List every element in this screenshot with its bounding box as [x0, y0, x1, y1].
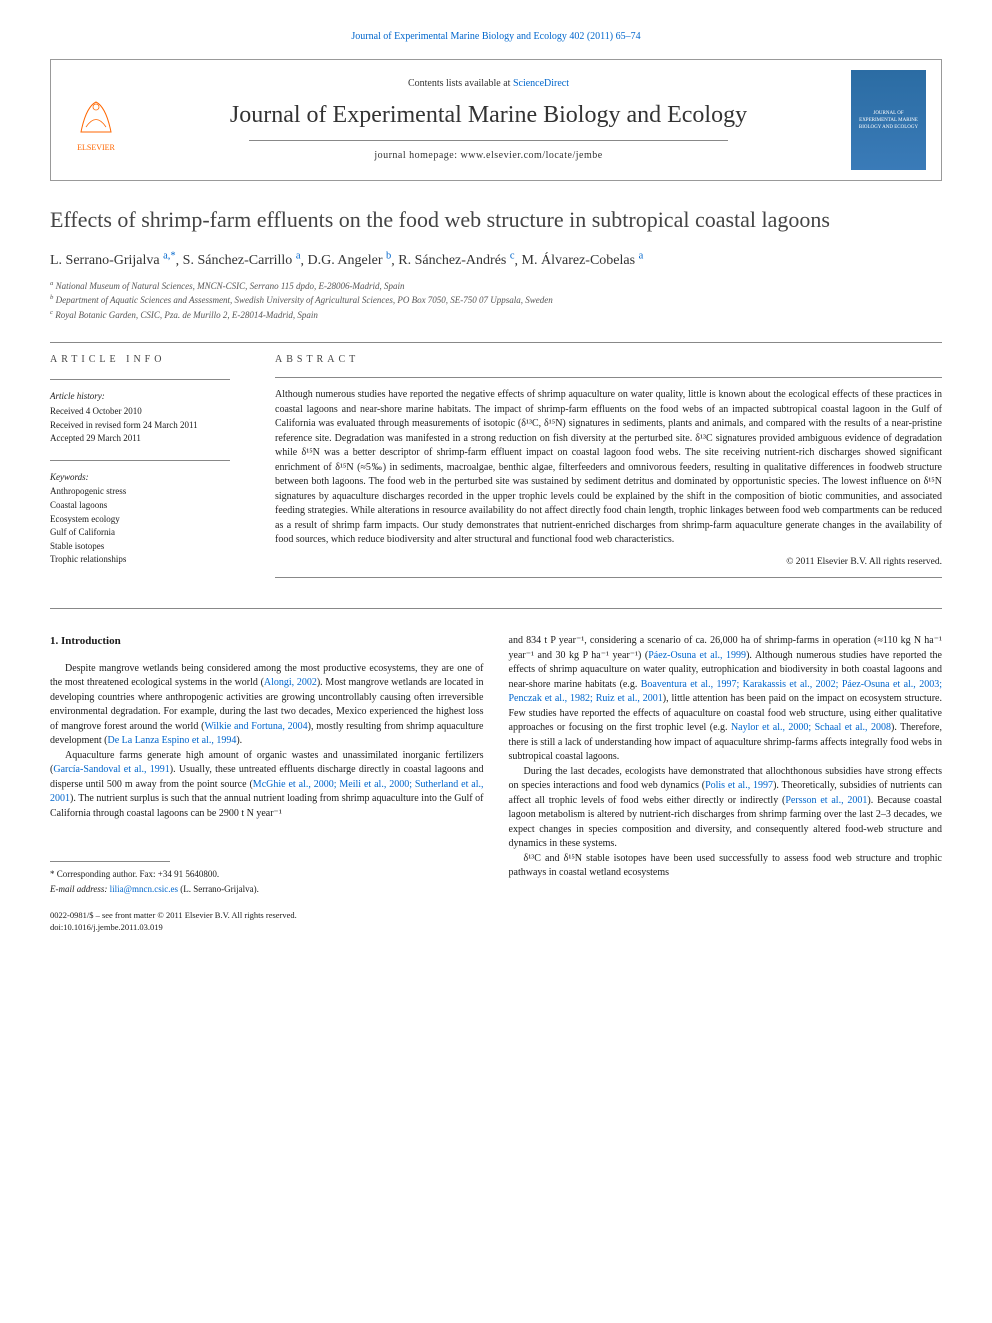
abstract-heading: ABSTRACT — [275, 353, 942, 367]
email-link[interactable]: lilia@mncn.csic.es — [110, 884, 178, 894]
doi-line: doi:10.1016/j.jembe.2011.03.019 — [50, 922, 484, 934]
citation-link[interactable]: Páez-Osuna et al., 1999 — [648, 650, 746, 661]
issn-line: 0022-0981/$ – see front matter © 2011 El… — [50, 910, 484, 922]
affiliation: c Royal Botanic Garden, CSIC, Pza. de Mu… — [50, 308, 942, 323]
elsevier-label: ELSEVIER — [77, 142, 115, 153]
abstract-text: Although numerous studies have reported … — [275, 388, 942, 548]
keyword: Coastal lagoons — [50, 499, 250, 512]
paragraph: Aquaculture farms generate high amount o… — [50, 749, 484, 822]
intro-heading: 1. Introduction — [50, 634, 484, 649]
article-info: ARTICLE INFO Article history: Received 4… — [50, 353, 250, 588]
intro-body: Despite mangrove wetlands being consider… — [50, 662, 484, 822]
email-label: E-mail address: — [50, 884, 107, 894]
citation-link[interactable]: Alongi, 2002 — [264, 677, 317, 688]
journal-citation: Journal of Experimental Marine Biology a… — [50, 30, 942, 44]
affiliation: a National Museum of Natural Sciences, M… — [50, 279, 942, 294]
authors-list: L. Serrano-Grijalva a,*, S. Sánchez-Carr… — [50, 250, 942, 271]
keyword: Trophic relationships — [50, 553, 250, 566]
info-abstract-row: ARTICLE INFO Article history: Received 4… — [50, 353, 942, 588]
author: L. Serrano-Grijalva a,* — [50, 253, 176, 268]
doi-block: 0022-0981/$ – see front matter © 2011 El… — [50, 910, 484, 934]
citation-link[interactable]: De La Lanza Espino et al., 1994 — [107, 735, 236, 746]
citation-link[interactable]: Naylor et al., 2000; Schaal et al., 2008 — [731, 722, 891, 733]
keyword: Stable isotopes — [50, 540, 250, 553]
elsevier-logo: ELSEVIER — [66, 85, 126, 155]
cover-text: JOURNAL OF EXPERIMENTAL MARINE BIOLOGY A… — [855, 110, 922, 131]
history-label: Article history: — [50, 390, 250, 403]
citation-link[interactable]: Persson et al., 2001 — [785, 795, 867, 806]
abstract: ABSTRACT Although numerous studies have … — [275, 353, 942, 588]
author: D.G. Angeler b — [307, 253, 391, 268]
keyword: Ecosystem ecology — [50, 513, 250, 526]
citation-link[interactable]: Journal of Experimental Marine Biology a… — [351, 31, 640, 42]
corresponding-author: * Corresponding author. Fax: +34 91 5640… — [50, 868, 484, 881]
keywords-label: Keywords: — [50, 471, 250, 484]
left-column: 1. Introduction Despite mangrove wetland… — [50, 634, 484, 934]
citation-link[interactable]: García-Sandoval et al., 1991 — [53, 764, 169, 775]
journal-header: ELSEVIER Contents lists available at Sci… — [50, 59, 942, 181]
right-column: and 834 t P year⁻¹, considering a scenar… — [509, 634, 943, 934]
article-info-heading: ARTICLE INFO — [50, 353, 250, 367]
article-history: Article history: Received 4 October 2010… — [50, 390, 250, 444]
keyword: Gulf of California — [50, 526, 250, 539]
paragraph: and 834 t P year⁻¹, considering a scenar… — [509, 634, 943, 765]
abstract-copyright: © 2011 Elsevier B.V. All rights reserved… — [275, 556, 942, 569]
history-item: Received in revised form 24 March 2011 — [50, 419, 250, 432]
email-line: E-mail address: lilia@mncn.csic.es (L. S… — [50, 883, 484, 896]
intro-body-cont: and 834 t P year⁻¹, considering a scenar… — [509, 634, 943, 881]
paragraph: Despite mangrove wetlands being consider… — [50, 662, 484, 749]
paragraph: δ¹³C and δ¹⁵N stable isotopes have been … — [509, 852, 943, 881]
journal-cover-thumbnail: JOURNAL OF EXPERIMENTAL MARINE BIOLOGY A… — [851, 70, 926, 170]
contents-prefix: Contents lists available at — [408, 78, 510, 89]
author: R. Sánchez-Andrés c — [398, 253, 514, 268]
journal-name: Journal of Experimental Marine Biology a… — [146, 99, 831, 133]
article-title: Effects of shrimp-farm effluents on the … — [50, 206, 942, 235]
citation-link[interactable]: Wilkie and Fortuna, 2004 — [204, 721, 307, 732]
sciencedirect-link[interactable]: ScienceDirect — [513, 78, 569, 89]
header-center: Contents lists available at ScienceDirec… — [126, 77, 851, 164]
history-item: Accepted 29 March 2011 — [50, 432, 250, 445]
contents-available: Contents lists available at ScienceDirec… — [146, 77, 831, 91]
keywords: Keywords: Anthropogenic stress Coastal l… — [50, 471, 250, 566]
paragraph: During the last decades, ecologists have… — [509, 765, 943, 852]
journal-homepage: journal homepage: www.elsevier.com/locat… — [146, 149, 831, 163]
author: M. Álvarez-Cobelas a — [522, 253, 644, 268]
email-author: (L. Serrano-Grijalva). — [180, 884, 259, 894]
affiliations: a National Museum of Natural Sciences, M… — [50, 279, 942, 323]
citation-link[interactable]: Polis et al., 1997 — [705, 780, 773, 791]
footnotes: * Corresponding author. Fax: +34 91 5640… — [50, 861, 484, 934]
history-item: Received 4 October 2010 — [50, 405, 250, 418]
main-content: 1. Introduction Despite mangrove wetland… — [50, 634, 942, 934]
author: S. Sánchez-Carrillo a — [183, 253, 301, 268]
affiliation: b Department of Aquatic Sciences and Ass… — [50, 293, 942, 308]
keyword: Anthropogenic stress — [50, 485, 250, 498]
